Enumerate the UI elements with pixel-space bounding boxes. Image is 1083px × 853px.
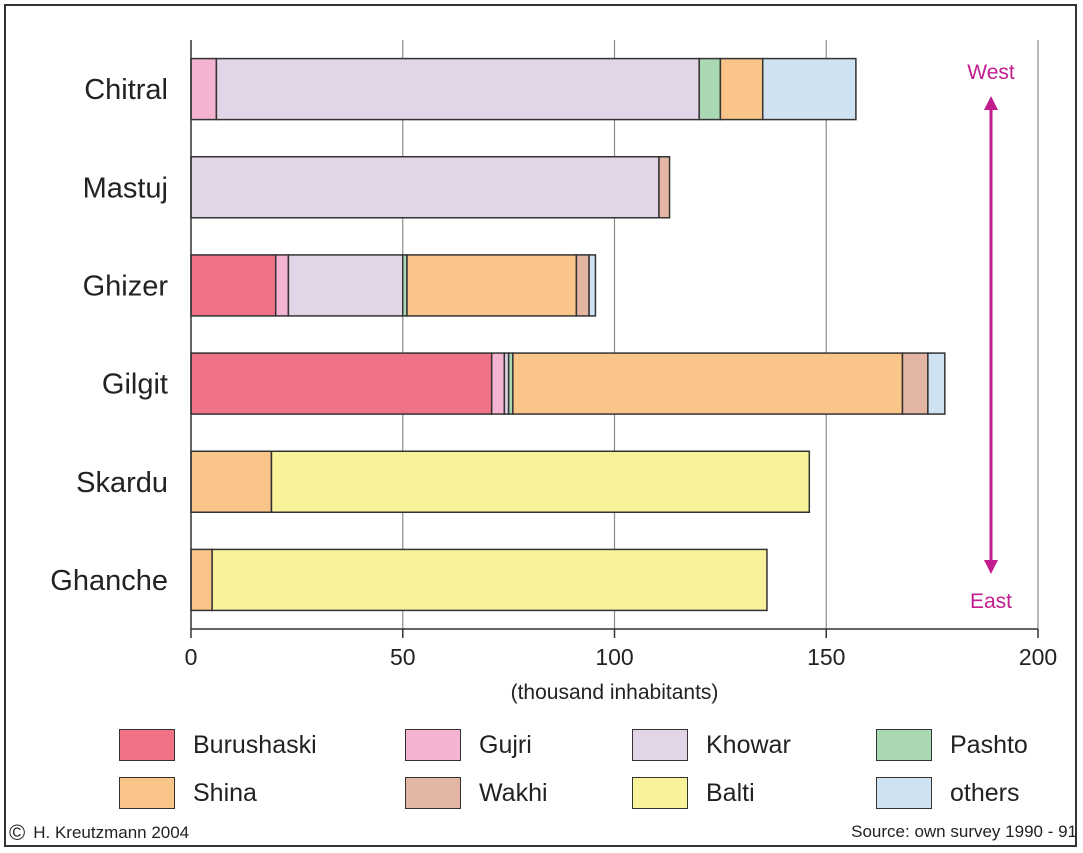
bar-ghizer-shina: [406, 254, 578, 317]
copyright-note: © H. Kreutzmann 2004: [9, 822, 189, 844]
bar-gilgit-burushaski: [190, 352, 493, 415]
bar-skardu-shina: [190, 450, 273, 513]
direction-label-west: West: [967, 61, 1015, 84]
category-label: Ghizer: [83, 270, 169, 302]
bar-chitral-shina: [719, 57, 764, 121]
bar-chitral-gujri: [190, 57, 218, 121]
bar-gilgit-others: [927, 352, 946, 415]
bar-ghizer-wakhi: [575, 254, 590, 317]
bar-ghanche-balti: [211, 548, 768, 612]
bar-chitral-khowar: [215, 57, 700, 121]
bar-gilgit-wakhi: [901, 352, 929, 415]
bar-ghizer-gujri: [274, 254, 290, 317]
direction-label-east: East: [970, 590, 1012, 613]
bar-mastuj-khowar: [190, 156, 660, 219]
bar-ghanche-shina: [190, 548, 213, 612]
category-label: Chitral: [84, 74, 168, 106]
copyright-text: H. Kreutzmann 2004: [33, 823, 190, 842]
bar-gilgit-gujri: [490, 352, 506, 415]
x-tick-label: 100: [595, 644, 633, 670]
bar-ghizer-khowar: [287, 254, 404, 317]
copyright-icon: ©: [9, 820, 26, 845]
category-label: Mastuj: [83, 172, 168, 204]
arrow-head-up: [984, 96, 998, 110]
category-label: Gilgit: [102, 369, 168, 401]
x-tick-label: 50: [390, 644, 416, 670]
x-tick-label: 200: [1019, 644, 1057, 670]
source-note: Source: own survey 1990 - 91: [851, 822, 1077, 841]
bar-gilgit-shina: [512, 352, 904, 415]
bar-ghizer-burushaski: [190, 254, 277, 317]
bar-ghizer-others: [588, 254, 597, 317]
arrow-head-down: [984, 560, 998, 574]
bar-mastuj-wakhi: [658, 156, 671, 219]
bar-chitral-others: [761, 57, 857, 121]
bar-chitral-pashto: [698, 57, 722, 121]
bar-skardu-balti: [270, 450, 811, 513]
x-tick-label: 0: [185, 644, 198, 670]
category-label: Ghanche: [50, 565, 168, 597]
x-tick-label: 150: [807, 644, 845, 670]
x-axis-label: (thousand inhabitants): [511, 681, 719, 704]
category-label: Skardu: [76, 467, 168, 499]
